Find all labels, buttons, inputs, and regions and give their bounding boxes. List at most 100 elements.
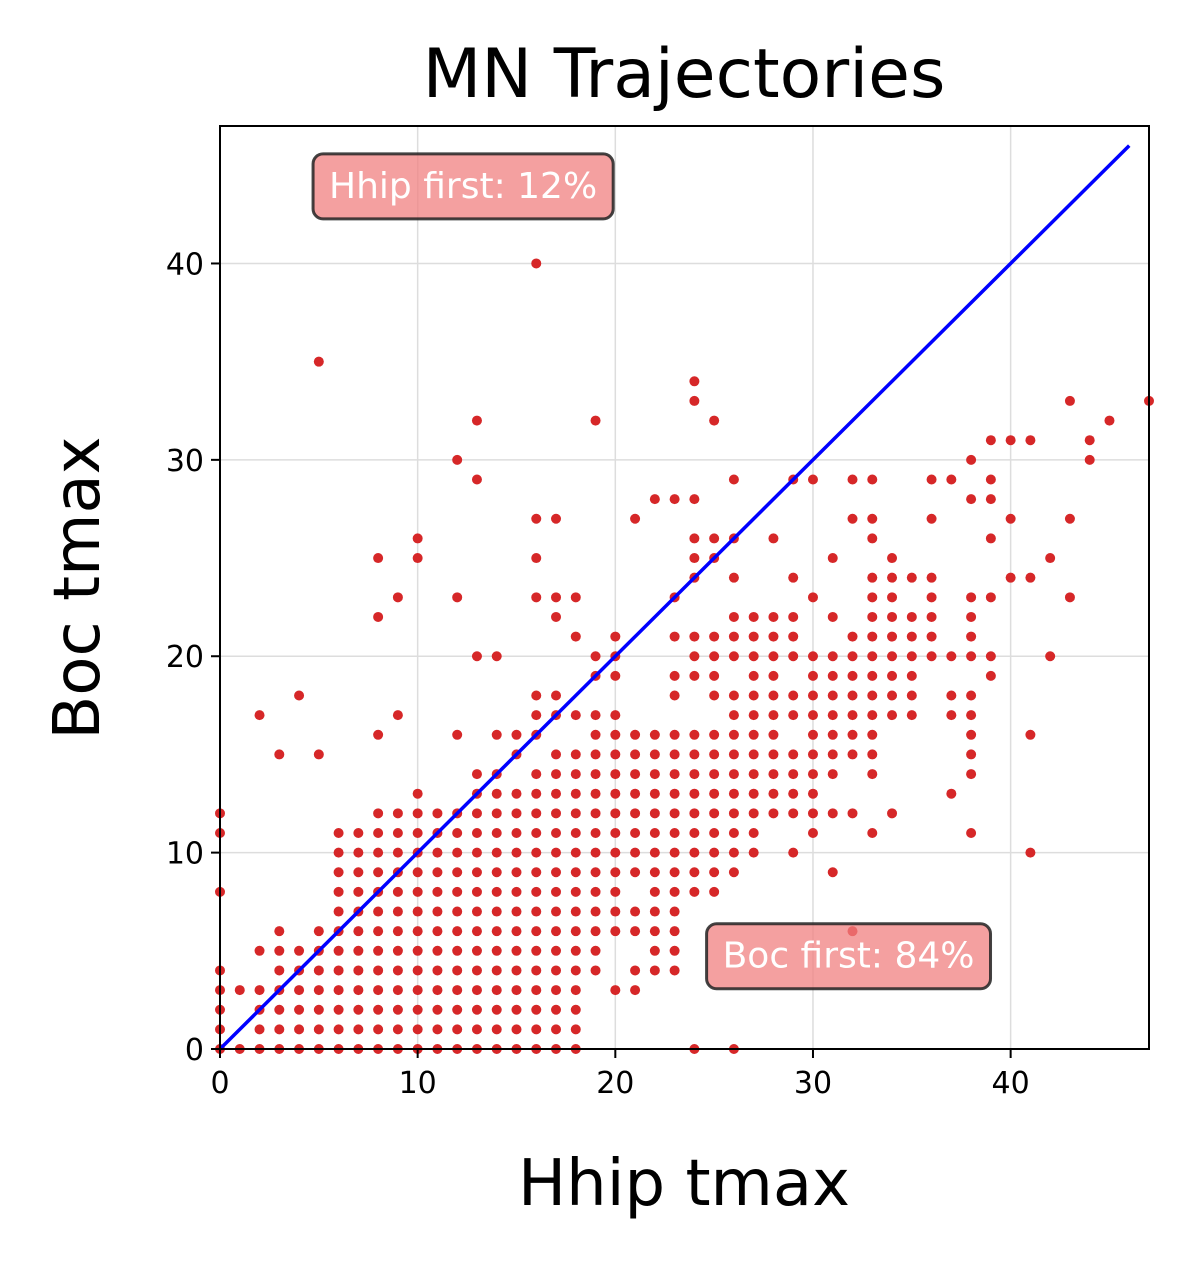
- data-point: [531, 906, 542, 917]
- data-point: [728, 749, 739, 760]
- data-point: [1025, 729, 1036, 740]
- data-point: [847, 474, 858, 485]
- data-point: [728, 808, 739, 819]
- data-point: [274, 945, 285, 956]
- annotation-text: Hhip first: 12%: [329, 166, 597, 207]
- data-point: [768, 690, 779, 701]
- data-point: [511, 945, 522, 956]
- data-point: [728, 827, 739, 838]
- data-point: [412, 1004, 423, 1015]
- data-point: [669, 945, 680, 956]
- data-point: [827, 867, 838, 878]
- data-point: [432, 926, 443, 937]
- data-point: [630, 769, 641, 780]
- data-point: [1005, 435, 1016, 446]
- data-point: [926, 513, 937, 524]
- data-point: [590, 867, 601, 878]
- data-point: [827, 808, 838, 819]
- data-point: [274, 926, 285, 937]
- data-point: [511, 788, 522, 799]
- data-point: [511, 926, 522, 937]
- data-point: [807, 827, 818, 838]
- data-point: [887, 611, 898, 622]
- data-point: [630, 847, 641, 858]
- data-point: [551, 808, 562, 819]
- data-point: [847, 710, 858, 721]
- data-point: [649, 886, 660, 897]
- data-point: [392, 827, 403, 838]
- data-point: [669, 729, 680, 740]
- data-point: [531, 1004, 542, 1015]
- data-point: [531, 513, 542, 524]
- data-point: [669, 965, 680, 976]
- data-point: [254, 985, 265, 996]
- data-point: [709, 847, 720, 858]
- data-point: [333, 827, 344, 838]
- data-point: [254, 1024, 265, 1035]
- data-point: [847, 808, 858, 819]
- data-point: [570, 926, 581, 937]
- data-point: [985, 670, 996, 681]
- data-point: [452, 1004, 463, 1015]
- data-point: [1045, 651, 1056, 662]
- data-point: [985, 494, 996, 505]
- data-point: [392, 985, 403, 996]
- data-point: [867, 651, 878, 662]
- data-point: [373, 985, 384, 996]
- data-point: [590, 847, 601, 858]
- data-point: [333, 965, 344, 976]
- data-point: [1045, 553, 1056, 564]
- data-point: [669, 690, 680, 701]
- data-point: [570, 710, 581, 721]
- data-point: [768, 533, 779, 544]
- data-point: [788, 847, 799, 858]
- data-point: [511, 729, 522, 740]
- data-point: [689, 553, 700, 564]
- data-point: [847, 670, 858, 681]
- data-point: [689, 808, 700, 819]
- data-point: [966, 592, 977, 603]
- data-point: [630, 926, 641, 937]
- data-point: [353, 1004, 364, 1015]
- data-point: [551, 611, 562, 622]
- data-point: [333, 1024, 344, 1035]
- data-point: [926, 631, 937, 642]
- data-point: [590, 926, 601, 937]
- data-point: [788, 651, 799, 662]
- data-point: [807, 474, 818, 485]
- data-point: [867, 631, 878, 642]
- data-point: [432, 906, 443, 917]
- data-point: [491, 808, 502, 819]
- data-point: [906, 690, 917, 701]
- data-point: [887, 572, 898, 583]
- data-point: [689, 827, 700, 838]
- data-point: [906, 651, 917, 662]
- data-point: [788, 572, 799, 583]
- data-point: [649, 867, 660, 878]
- data-point: [847, 729, 858, 740]
- data-point: [551, 827, 562, 838]
- data-point: [333, 945, 344, 956]
- data-point: [966, 710, 977, 721]
- data-point: [452, 886, 463, 897]
- data-point: [412, 553, 423, 564]
- data-point: [511, 906, 522, 917]
- data-point: [610, 827, 621, 838]
- data-point: [748, 690, 759, 701]
- data-point: [926, 611, 937, 622]
- data-point: [1025, 435, 1036, 446]
- data-point: [511, 867, 522, 878]
- data-point: [768, 749, 779, 760]
- data-point: [985, 435, 996, 446]
- data-point: [788, 788, 799, 799]
- data-point: [689, 749, 700, 760]
- data-point: [452, 985, 463, 996]
- data-point: [412, 827, 423, 838]
- data-point: [531, 710, 542, 721]
- data-point: [471, 945, 482, 956]
- data-point: [728, 710, 739, 721]
- data-point: [432, 1024, 443, 1035]
- data-point: [669, 906, 680, 917]
- data-point: [788, 808, 799, 819]
